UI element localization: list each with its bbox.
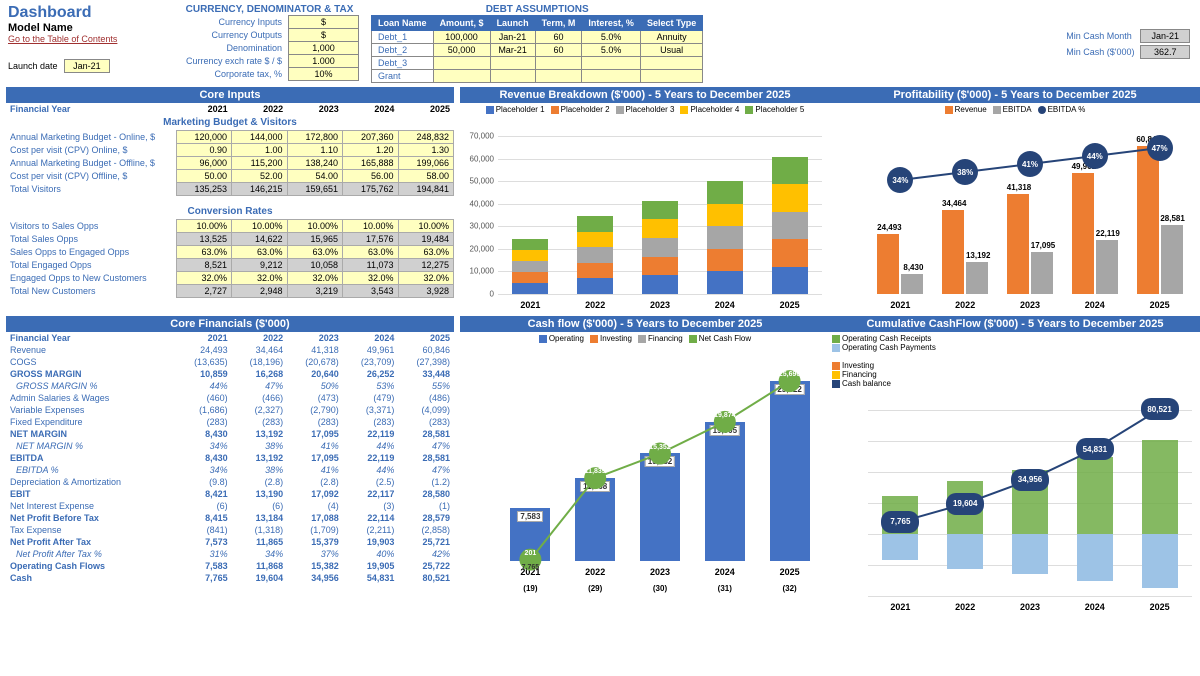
min-cash-month-label: Min Cash Month [1062, 29, 1138, 43]
title-block: Dashboard Model Name Go to the Table of … [8, 4, 168, 83]
core-financials-panel: Core Financials ($'000) Financial Year20… [0, 316, 460, 616]
cumulative-chart-panel: Cumulative CashFlow ($'000) - 5 Years to… [830, 316, 1200, 616]
cashflow-chart-title: Cash flow ($'000) - 5 Years to December … [460, 316, 830, 332]
inputs-year-header: Financial Year20212022202320242025 [6, 103, 454, 115]
profitability-legend: Revenue EBITDA EBITDA % [830, 103, 1200, 116]
cashflow-legend: OperatingInvestingFinancingNet Cash Flow [460, 332, 830, 345]
debt-block: DEBT ASSUMPTIONS Loan NameAmount, $Launc… [371, 4, 703, 83]
model-name: Model Name [8, 22, 168, 34]
core-financials-header: Core Financials ($'000) [6, 316, 454, 332]
lower-grid: Core Financials ($'000) Financial Year20… [0, 316, 1200, 616]
min-cash-amt-value: 362.7 [1140, 45, 1190, 59]
debt-header: DEBT ASSUMPTIONS [371, 4, 703, 15]
min-cash-block: Min Cash Month Jan-21 Min Cash ($'000) 3… [1060, 27, 1192, 61]
header-row: Dashboard Model Name Go to the Table of … [0, 0, 1200, 87]
currency-table: Currency Inputs$Currency Outputs$Denomin… [180, 15, 359, 81]
financials-table: Financial Year20212022202320242025Revenu… [6, 332, 454, 584]
revenue-chart-panel: Revenue Breakdown ($'000) - 5 Years to D… [460, 87, 830, 316]
profitability-chart-panel: Profitability ($'000) - 5 Years to Decem… [830, 87, 1200, 316]
cashflow-chart-panel: Cash flow ($'000) - 5 Years to December … [460, 316, 830, 616]
cumulative-chart: -40,000-20,000020,00040,00060,00080,0002… [830, 390, 1200, 616]
marketing-table: Annual Marketing Budget - Online, $120,0… [6, 130, 454, 196]
profitability-chart-title: Profitability ($'000) - 5 Years to Decem… [830, 87, 1200, 103]
profitability-chart: 24,4938,430202134,46413,192202241,31817,… [830, 116, 1200, 316]
revenue-chart: 010,00020,00030,00040,00050,00060,00070,… [460, 116, 830, 316]
revenue-chart-title: Revenue Breakdown ($'000) - 5 Years to D… [460, 87, 830, 103]
launch-date-value[interactable]: Jan-21 [64, 59, 110, 73]
min-cash-month-value: Jan-21 [1140, 29, 1190, 43]
currency-header: CURRENCY, DENOMINATOR & TAX [180, 4, 359, 15]
launch-date-row: Launch date Jan-21 [8, 59, 168, 73]
cumulative-chart-title: Cumulative CashFlow ($'000) - 5 Years to… [830, 316, 1200, 332]
min-cash-amt-label: Min Cash ($'000) [1062, 45, 1138, 59]
marketing-header: Marketing Budget & Visitors [6, 115, 454, 130]
debt-table: Loan NameAmount, $LaunchTerm, MInterest,… [371, 15, 703, 83]
conversion-table: Visitors to Sales Opps10.00%10.00%10.00%… [6, 219, 454, 298]
launch-date-label: Launch date [8, 61, 58, 71]
cumulative-legend: Operating Cash ReceiptsOperating Cash Pa… [830, 332, 1200, 390]
currency-block: CURRENCY, DENOMINATOR & TAX Currency Inp… [180, 4, 359, 83]
revenue-legend: Placeholder 1Placeholder 2Placeholder 3P… [460, 103, 830, 116]
core-inputs-header: Core Inputs [6, 87, 454, 103]
cashflow-chart: 7,5832021(19)11,8682022(29)15,3822023(30… [460, 345, 830, 583]
core-inputs-panel: Core Inputs Financial Year20212022202320… [0, 87, 460, 316]
toc-link[interactable]: Go to the Table of Contents [8, 34, 117, 44]
upper-grid: Core Inputs Financial Year20212022202320… [0, 87, 1200, 316]
dashboard-title: Dashboard [8, 4, 168, 22]
conversion-header: Conversion Rates [6, 204, 454, 219]
